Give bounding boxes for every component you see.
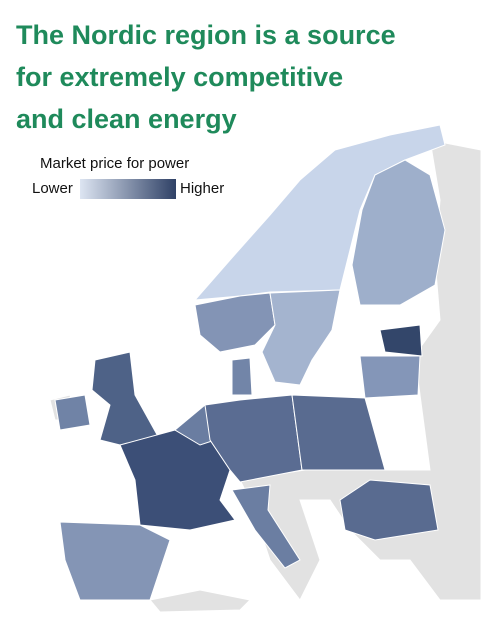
region-estonia: [379, 324, 423, 357]
region-poland: [291, 394, 386, 471]
title-line: The Nordic region is a source: [16, 20, 396, 50]
region-south-sweden: [261, 289, 341, 386]
legend-low-label: Lower: [32, 180, 73, 197]
region-italy: [231, 484, 301, 569]
land-grey: [149, 589, 252, 613]
region-germany: [204, 394, 303, 483]
region-baltics: [359, 355, 421, 399]
legend-title: Market price for power: [40, 155, 189, 172]
region-denmark: [231, 357, 253, 396]
region-ireland: [54, 394, 91, 431]
region-south-norway: [194, 292, 276, 353]
map-shapes: [49, 124, 481, 613]
title-line: and clean energy: [16, 104, 237, 134]
region-finland: [351, 159, 446, 306]
title: The Nordic region is a source for extrem…: [16, 14, 396, 140]
legend-gradient: [80, 179, 176, 199]
legend: Market price for power Lower Higher: [32, 155, 224, 199]
region-romania: [339, 479, 439, 541]
title-line: for extremely competitive: [16, 62, 344, 92]
region-uk: [91, 351, 161, 446]
region-iberia: [59, 521, 171, 601]
legend-high-label: Higher: [180, 180, 224, 197]
